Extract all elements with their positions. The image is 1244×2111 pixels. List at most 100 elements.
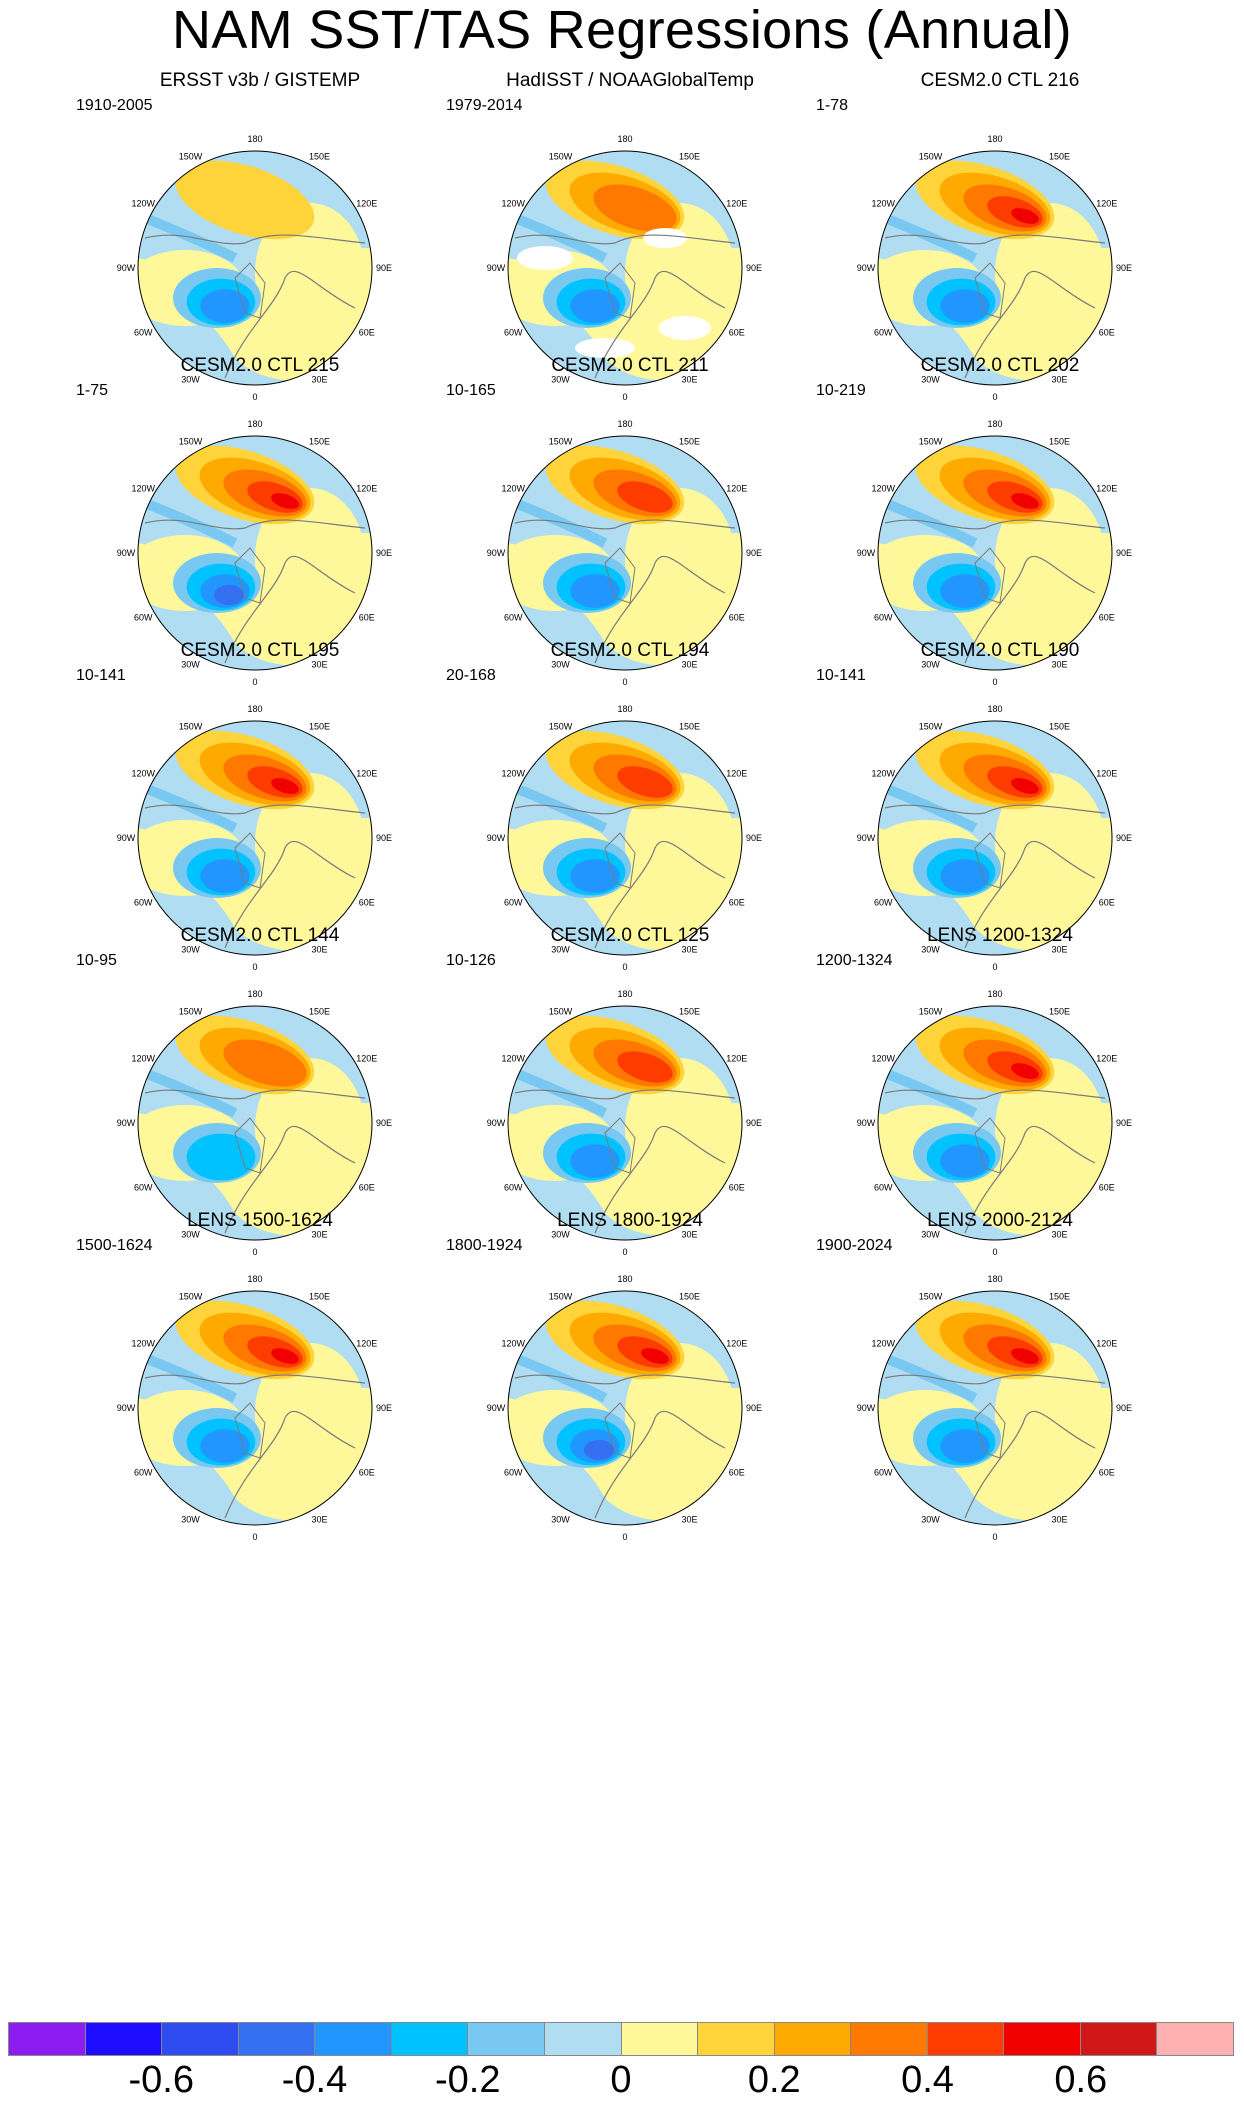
longitude-label: 90E [1116, 263, 1132, 273]
colorbar-swatch [698, 2023, 775, 2055]
longitude-label: 60W [134, 1183, 153, 1193]
coastline [884, 519, 1106, 664]
longitude-label: 120E [356, 769, 377, 779]
colorbar-tick-label: -0.6 [128, 2059, 194, 2101]
greenland-outline [234, 1402, 266, 1459]
longitude-label: 30W [551, 375, 570, 385]
map-boundary [507, 150, 743, 386]
longitude-label: 150W [179, 721, 203, 731]
longitude-label: 0 [622, 392, 627, 402]
greenland-outline [234, 832, 266, 889]
colorbar-tick-label: 0.4 [901, 2059, 954, 2101]
longitude-label: 180 [617, 134, 632, 144]
longitude-label: 60E [359, 1183, 375, 1193]
map-panel: HadISST / NOAAGlobalTemp 1979-2014 180 150E… [440, 70, 820, 430]
longitude-label: 90E [746, 548, 762, 558]
longitude-label: 90W [857, 548, 876, 558]
map-boundary [507, 1290, 743, 1526]
longitude-label: 150E [309, 436, 330, 446]
coastline [884, 804, 1106, 949]
panel-period: 1500-1624 [76, 1237, 153, 1254]
panel-title: LENS 1200-1324 [927, 925, 1073, 946]
longitude-label: 30E [311, 375, 327, 385]
longitude-label: 120E [726, 769, 747, 779]
longitude-label: 30E [1051, 1230, 1067, 1240]
map-boundary [877, 150, 1113, 386]
colorbar [8, 2022, 1234, 2056]
colorbar-swatch [162, 2023, 239, 2055]
longitude-label: 60E [1099, 1183, 1115, 1193]
longitude-label: 60W [874, 1468, 893, 1478]
pacific-warm-anomaly [175, 160, 315, 240]
pacific-warm-anomaly [1011, 208, 1039, 224]
longitude-label: 180 [987, 419, 1002, 429]
longitude-label: 120E [1096, 1339, 1117, 1349]
coastline [514, 519, 736, 664]
atlantic-cold-anomaly [940, 289, 990, 323]
polar-map: 180 150E 120E 90E 60E 30E 0 30W 60W 90W 120W 150W [487, 419, 762, 687]
longitude-label: 90E [1116, 833, 1132, 843]
longitude-label: 0 [622, 1247, 627, 1257]
longitude-label: 0 [622, 677, 627, 687]
colorbar-swatch [851, 2023, 928, 2055]
longitude-label: 90E [746, 1403, 762, 1413]
longitude-label: 60E [1099, 898, 1115, 908]
map-boundary [137, 150, 373, 386]
longitude-label: 180 [247, 989, 262, 999]
longitude-label: 120W [502, 199, 526, 209]
panel-period: 1800-1924 [446, 1237, 523, 1254]
greenland-outline [604, 262, 636, 319]
longitude-label: 60E [1099, 613, 1115, 623]
longitude-label: 150E [679, 151, 700, 161]
map-boundary [877, 720, 1113, 956]
longitude-label: 180 [617, 989, 632, 999]
longitude-label: 120E [726, 1339, 747, 1349]
atlantic-cold-anomaly [570, 574, 620, 608]
longitude-label: 30E [1051, 1515, 1067, 1525]
longitude-label: 0 [992, 1247, 997, 1257]
map-panel: LENS 1500-1624 1500-1624 180 150E 120E 90E 60E… [70, 1210, 450, 1570]
longitude-label: 0 [622, 1532, 627, 1542]
panel-title: CESM2.0 CTL 125 [550, 925, 710, 946]
longitude-label: 30W [921, 1515, 940, 1525]
longitude-label: 120W [872, 1054, 896, 1064]
greenland-outline [604, 832, 636, 889]
panel-period: 10-141 [816, 667, 866, 684]
longitude-label: 150E [679, 436, 700, 446]
map-panel: CESM2.0 CTL 125 10-126 180 150E 120E 90E 60E 30… [440, 925, 820, 1285]
longitude-label: 60E [1099, 1468, 1115, 1478]
longitude-label: 30W [551, 1515, 570, 1525]
longitude-label: 150E [309, 151, 330, 161]
longitude-label: 150E [1049, 436, 1070, 446]
longitude-label: 120E [726, 199, 747, 209]
panel-period: 10-126 [446, 952, 496, 969]
longitude-label: 120W [872, 199, 896, 209]
pacific-warm-anomaly [593, 184, 677, 232]
longitude-label: 120E [726, 1054, 747, 1064]
atlantic-cold-anomaly [940, 1429, 990, 1463]
longitude-label: 120W [872, 1339, 896, 1349]
longitude-label: 60E [359, 1468, 375, 1478]
atlantic-cold-anomaly [200, 1429, 250, 1463]
longitude-label: 60W [874, 1183, 893, 1193]
longitude-label: 30W [181, 1230, 200, 1240]
longitude-label: 90E [1116, 1403, 1132, 1413]
pacific-warm-anomaly [223, 1039, 307, 1087]
missing-data-patch [517, 246, 573, 270]
colorbar-swatch [85, 2023, 163, 2055]
longitude-label: 90W [117, 263, 136, 273]
longitude-label: 150W [549, 436, 573, 446]
longitude-label: 30E [311, 1515, 327, 1525]
longitude-label: 30E [1051, 660, 1067, 670]
panel-period: 10-95 [76, 952, 117, 969]
colorbar-swatch [544, 2023, 622, 2055]
colorbar-tick-label: -0.2 [435, 2059, 501, 2101]
longitude-label: 90W [857, 1118, 876, 1128]
panel-title: LENS 1500-1624 [187, 1210, 333, 1231]
panel-period: 1979-2014 [446, 97, 523, 114]
longitude-label: 120E [1096, 484, 1117, 494]
pacific-warm-anomaly [1011, 493, 1039, 509]
atlantic-cold-anomaly [940, 574, 990, 608]
map-boundary [137, 1005, 373, 1241]
longitude-label: 150W [179, 1291, 203, 1301]
